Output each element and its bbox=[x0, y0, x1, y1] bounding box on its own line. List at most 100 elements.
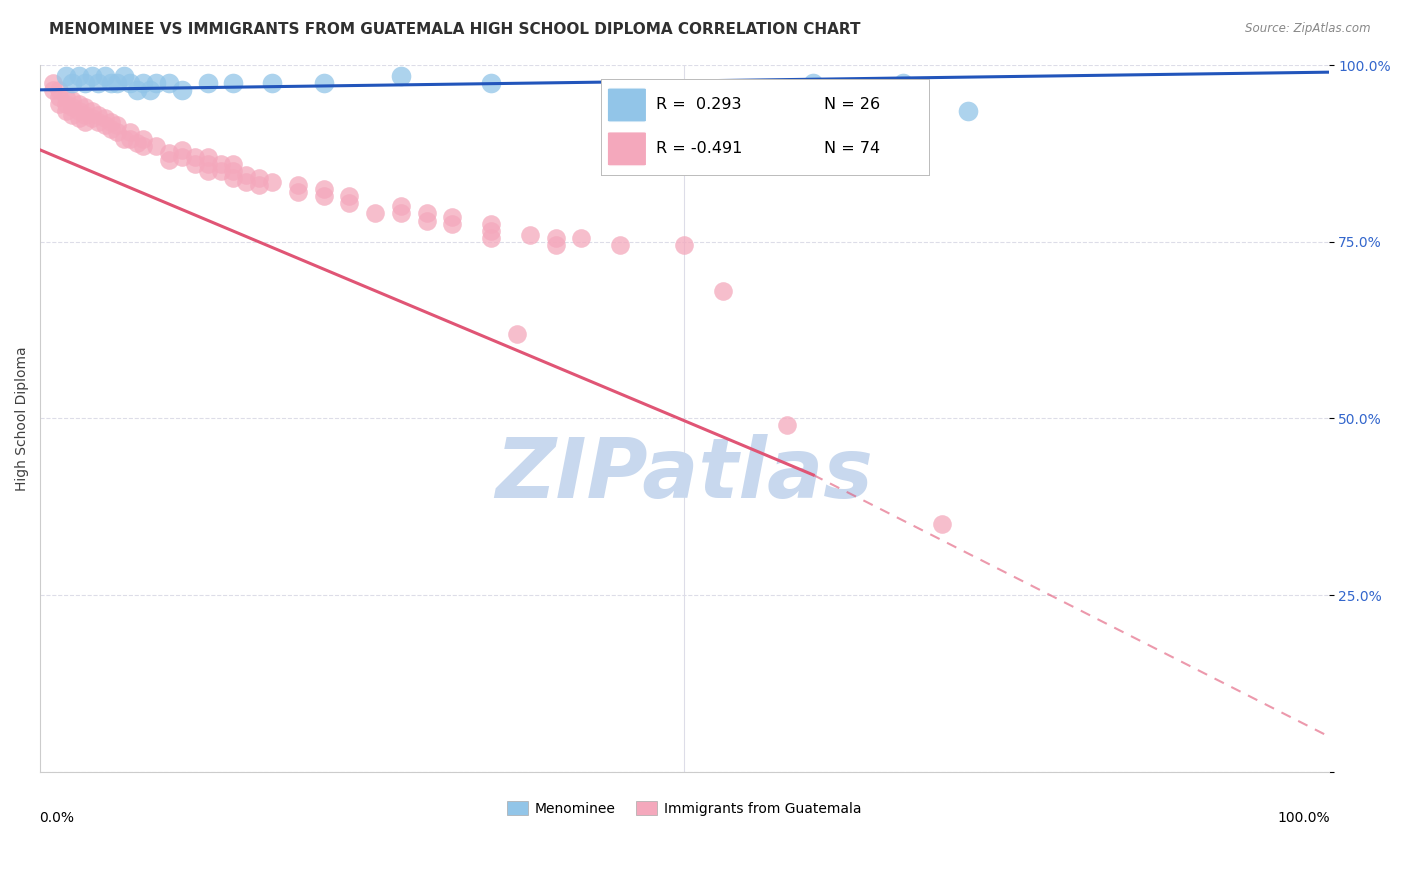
Point bbox=[93, 118, 115, 132]
Point bbox=[235, 175, 257, 189]
Point bbox=[60, 101, 83, 115]
Point bbox=[138, 83, 160, 97]
Point bbox=[956, 103, 979, 118]
Point bbox=[479, 217, 502, 231]
Point bbox=[100, 121, 122, 136]
Point bbox=[42, 83, 65, 97]
Text: ZIPatlas: ZIPatlas bbox=[495, 434, 873, 516]
Y-axis label: High School Diploma: High School Diploma bbox=[15, 346, 30, 491]
Point bbox=[157, 146, 180, 161]
Point bbox=[209, 157, 232, 171]
Text: MENOMINEE VS IMMIGRANTS FROM GUATEMALA HIGH SCHOOL DIPLOMA CORRELATION CHART: MENOMINEE VS IMMIGRANTS FROM GUATEMALA H… bbox=[49, 22, 860, 37]
Point bbox=[569, 231, 592, 245]
Point bbox=[42, 76, 65, 90]
Point bbox=[125, 83, 148, 97]
Point bbox=[112, 132, 135, 146]
Point bbox=[222, 171, 245, 186]
Point bbox=[247, 171, 270, 186]
Point bbox=[75, 101, 97, 115]
Text: 0.0%: 0.0% bbox=[39, 811, 75, 824]
Point bbox=[145, 76, 167, 90]
Point bbox=[170, 150, 193, 164]
Point bbox=[100, 76, 122, 90]
Point bbox=[260, 76, 283, 90]
Point bbox=[222, 157, 245, 171]
Point bbox=[87, 107, 110, 121]
Point bbox=[60, 76, 83, 90]
Point bbox=[48, 90, 70, 104]
Point bbox=[145, 139, 167, 153]
Point bbox=[312, 189, 335, 203]
Point bbox=[107, 76, 129, 90]
Point bbox=[776, 418, 799, 433]
Point bbox=[107, 118, 129, 132]
Point bbox=[125, 136, 148, 150]
Point bbox=[519, 227, 541, 242]
Point bbox=[48, 83, 70, 97]
Point bbox=[364, 206, 387, 220]
Point bbox=[197, 150, 219, 164]
Point bbox=[479, 231, 502, 245]
Point bbox=[479, 76, 502, 90]
Point bbox=[157, 76, 180, 90]
Point bbox=[75, 76, 97, 90]
Point bbox=[222, 76, 245, 90]
Point bbox=[157, 153, 180, 168]
Point bbox=[931, 517, 953, 532]
Point bbox=[337, 195, 360, 210]
Point bbox=[184, 150, 207, 164]
Point bbox=[222, 164, 245, 178]
Point bbox=[67, 103, 90, 118]
Point bbox=[55, 97, 77, 112]
Point bbox=[55, 103, 77, 118]
Point bbox=[60, 107, 83, 121]
Point bbox=[75, 114, 97, 128]
Point bbox=[55, 90, 77, 104]
Point bbox=[197, 164, 219, 178]
Point bbox=[673, 238, 696, 252]
Point bbox=[170, 143, 193, 157]
Point bbox=[337, 189, 360, 203]
Point bbox=[120, 125, 142, 139]
Point bbox=[107, 125, 129, 139]
Point bbox=[893, 76, 915, 90]
Point bbox=[48, 97, 70, 112]
Point bbox=[287, 186, 309, 200]
Point bbox=[100, 114, 122, 128]
Point bbox=[389, 69, 412, 83]
Point bbox=[609, 238, 631, 252]
Point bbox=[184, 157, 207, 171]
Point bbox=[67, 69, 90, 83]
Point bbox=[415, 206, 437, 220]
Point bbox=[312, 182, 335, 196]
Text: 100.0%: 100.0% bbox=[1277, 811, 1330, 824]
Point bbox=[544, 238, 567, 252]
Point bbox=[287, 178, 309, 193]
Point bbox=[132, 139, 155, 153]
Point bbox=[544, 231, 567, 245]
Point bbox=[55, 69, 77, 83]
Point bbox=[112, 69, 135, 83]
Point bbox=[120, 132, 142, 146]
Point bbox=[247, 178, 270, 193]
Point bbox=[235, 168, 257, 182]
Point bbox=[170, 83, 193, 97]
Point bbox=[132, 132, 155, 146]
Point bbox=[389, 199, 412, 213]
Point bbox=[67, 111, 90, 125]
Point bbox=[93, 111, 115, 125]
Point bbox=[260, 175, 283, 189]
Point bbox=[67, 97, 90, 112]
Point bbox=[312, 76, 335, 90]
Point bbox=[506, 326, 529, 341]
Point bbox=[93, 69, 115, 83]
Point bbox=[132, 76, 155, 90]
Point bbox=[87, 76, 110, 90]
Point bbox=[415, 213, 437, 227]
Point bbox=[441, 217, 464, 231]
Text: Source: ZipAtlas.com: Source: ZipAtlas.com bbox=[1246, 22, 1371, 36]
Point bbox=[389, 206, 412, 220]
Point bbox=[120, 76, 142, 90]
Point bbox=[80, 111, 103, 125]
Point bbox=[197, 157, 219, 171]
